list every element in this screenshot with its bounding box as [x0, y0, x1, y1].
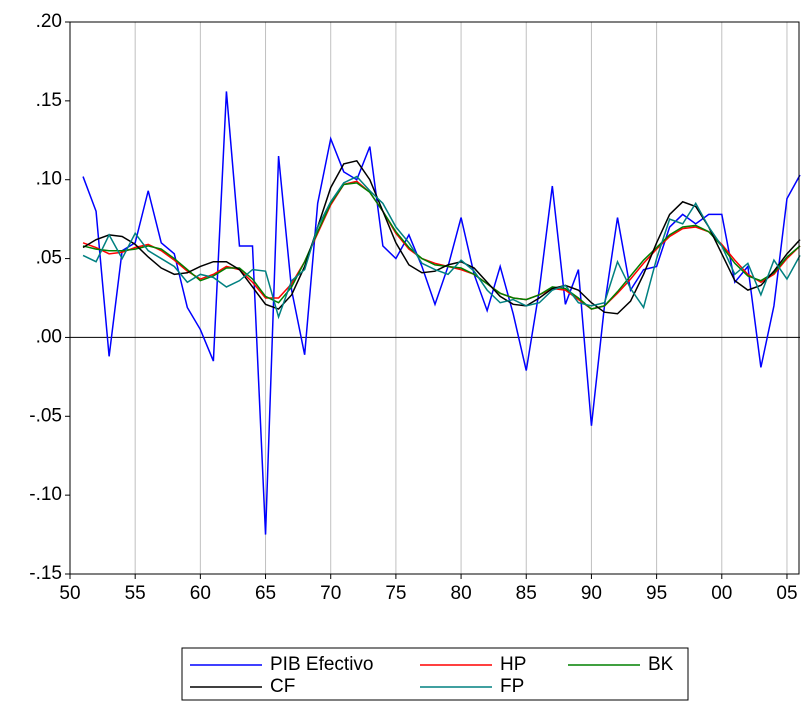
- x-tick-label: 90: [581, 583, 602, 604]
- series-line: [82, 91, 801, 535]
- x-tick-label: 95: [646, 583, 667, 604]
- x-tick-label: 65: [255, 583, 276, 604]
- y-tick-label: .00: [36, 326, 62, 347]
- legend-label: PIB Efectivo: [270, 654, 374, 675]
- y-tick-label: .10: [36, 169, 62, 190]
- x-tick-label: 85: [516, 583, 537, 604]
- legend-label: FP: [500, 676, 524, 697]
- legend-box: [181, 647, 689, 701]
- x-tick-label: 70: [320, 583, 341, 604]
- y-tick-label: -.15: [29, 563, 62, 584]
- y-tick-label: .15: [36, 90, 62, 111]
- legend-label: CF: [270, 676, 295, 697]
- x-tick-label: 00: [711, 583, 732, 604]
- series-line: [82, 159, 801, 315]
- series-line: [82, 182, 801, 310]
- series-line: [82, 175, 801, 320]
- legend-label: HP: [500, 654, 526, 675]
- x-tick-label: 50: [59, 583, 80, 604]
- series-line: [82, 180, 801, 310]
- y-tick-label: -.10: [29, 484, 62, 505]
- y-tick-label: .05: [36, 248, 62, 269]
- y-tick-label: -.05: [29, 405, 62, 426]
- y-tick-label: .20: [36, 11, 62, 32]
- x-tick-label: 05: [776, 583, 797, 604]
- x-tick-label: 55: [125, 583, 146, 604]
- x-tick-label: 75: [385, 583, 406, 604]
- plot-frame: [69, 21, 800, 575]
- x-tick-label: 60: [190, 583, 211, 604]
- legend-label: BK: [648, 654, 674, 675]
- x-tick-label: 80: [451, 583, 472, 604]
